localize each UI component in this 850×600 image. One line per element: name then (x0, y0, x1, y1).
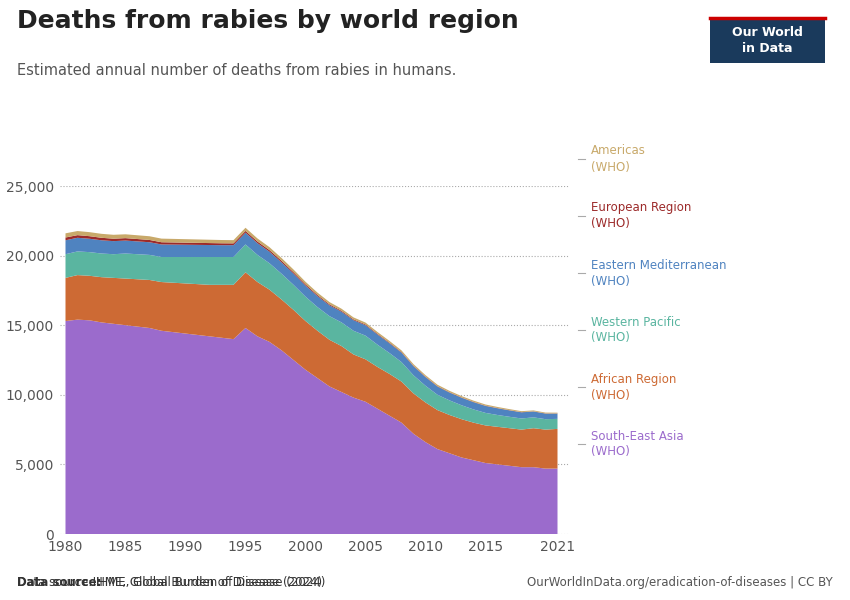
Text: South-East Asia
(WHO): South-East Asia (WHO) (591, 430, 683, 458)
Text: Deaths from rabies by world region: Deaths from rabies by world region (17, 9, 518, 33)
Text: Data source:: Data source: (17, 576, 101, 589)
Text: Western Pacific
(WHO): Western Pacific (WHO) (591, 316, 680, 344)
Text: OurWorldInData.org/eradication-of-diseases | CC BY: OurWorldInData.org/eradication-of-diseas… (527, 576, 833, 589)
Text: Our World
in Data: Our World in Data (732, 26, 802, 55)
Text: IHME, Global Burden of Disease (2024): IHME, Global Burden of Disease (2024) (89, 576, 322, 589)
Text: African Region
(WHO): African Region (WHO) (591, 373, 676, 401)
Text: Americas
(WHO): Americas (WHO) (591, 145, 646, 173)
Text: Data source: IHME, Global Burden of Disease (2024): Data source: IHME, Global Burden of Dise… (17, 576, 326, 589)
Text: European Region
(WHO): European Region (WHO) (591, 202, 691, 230)
Text: Eastern Mediterranean
(WHO): Eastern Mediterranean (WHO) (591, 259, 726, 287)
Text: Estimated annual number of deaths from rabies in humans.: Estimated annual number of deaths from r… (17, 63, 456, 78)
